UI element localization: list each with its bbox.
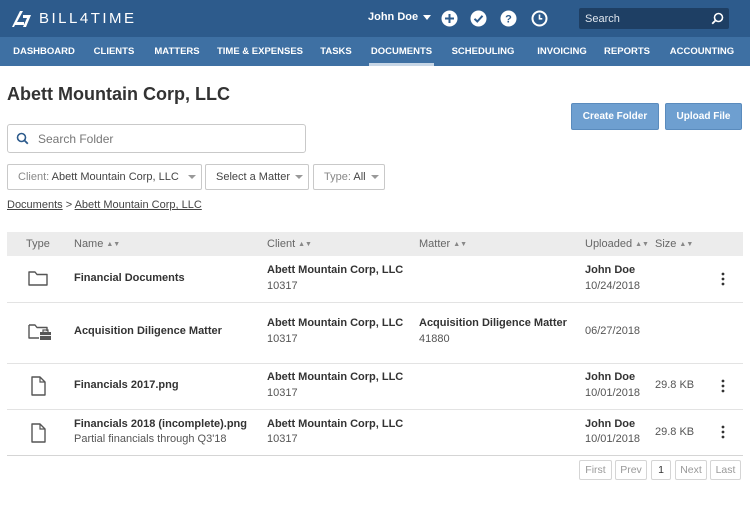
row-uploaded-date: 10/01/2018 (585, 433, 641, 445)
clock-icon[interactable] (531, 10, 548, 27)
row-uploaded-by: John Doe (585, 371, 636, 383)
row-uploaded-by: John Doe (585, 264, 636, 276)
row-name[interactable]: Acquisition Diligence Matter (74, 325, 222, 337)
pagination-first[interactable]: First (579, 460, 612, 480)
column-matter[interactable]: Matter ▲▼ (419, 232, 467, 257)
type-filter-select[interactable]: Type: All (313, 164, 385, 190)
table-header: Type Name ▲▼ Client ▲▼ Matter ▲▼ Uploaded ▲▼… (7, 232, 743, 256)
row-size: 29.8 KB (655, 426, 695, 438)
sort-icon: ▲▼ (679, 241, 694, 248)
row-client: Abett Mountain Corp, LLC (267, 371, 404, 383)
svg-text:?: ? (505, 14, 512, 26)
create-folder-button[interactable]: Create Folder (571, 103, 659, 130)
more-vertical-icon[interactable] (719, 425, 727, 439)
row-client: Abett Mountain Corp, LLC (267, 264, 404, 276)
row-uploaded-date: 10/24/2018 (585, 280, 641, 292)
type-filter-value: All (353, 171, 366, 183)
column-type: Type (26, 238, 50, 250)
nav-reports[interactable]: REPORTS (604, 46, 650, 57)
nav-documents[interactable]: DOCUMENTS (369, 37, 434, 66)
row-uploaded-date: 10/01/2018 (585, 387, 641, 399)
nav-scheduling[interactable]: SCHEDULING (451, 46, 515, 57)
global-search (579, 8, 729, 29)
logo[interactable]: BILL4TIME (10, 8, 137, 29)
more-vertical-icon[interactable] (719, 379, 727, 393)
matter-filter-value: Select a Matter (216, 171, 290, 183)
chevron-down-icon (295, 175, 303, 179)
chevron-down-icon (423, 14, 432, 20)
client-filter-select[interactable]: Client: Abett Mountain Corp, LLC (7, 164, 202, 190)
matter-filter-select[interactable]: Select a Matter (205, 164, 309, 190)
row-name[interactable]: Financial Documents (74, 272, 185, 284)
row-matter: Acquisition Diligence Matter (419, 317, 567, 329)
bill4time-logo-icon (12, 10, 31, 27)
row-name[interactable]: Financials 2018 (incomplete).png (74, 418, 247, 430)
nav-dashboard[interactable]: DASHBOARD (13, 46, 75, 57)
breadcrumb-documents-link[interactable]: Documents (7, 199, 63, 211)
client-filter-value: Abett Mountain Corp, LLC (51, 171, 179, 183)
table-row[interactable]: Financials 2017.png Abett Mountain Corp,… (7, 364, 743, 410)
nav-accounting[interactable]: ACCOUNTING (669, 46, 735, 57)
table-row[interactable]: Acquisition Diligence Matter Abett Mount… (7, 303, 743, 364)
column-uploaded[interactable]: Uploaded ▲▼ (585, 232, 649, 257)
search-icon (16, 132, 29, 145)
row-matter-id: 41880 (419, 333, 450, 345)
row-client: Abett Mountain Corp, LLC (267, 418, 404, 430)
briefcase-folder-icon (28, 324, 51, 340)
pagination-page[interactable]: 1 (651, 460, 671, 480)
nav-clients[interactable]: CLIENTS (93, 46, 135, 57)
chevron-down-icon (188, 175, 196, 179)
table-row[interactable]: Financials 2018 (incomplete).png Partial… (7, 410, 743, 456)
row-name[interactable]: Financials 2017.png (74, 379, 179, 391)
folder-search-input[interactable] (38, 125, 288, 152)
column-size[interactable]: Size ▲▼ (655, 232, 693, 257)
upload-file-button[interactable]: Upload File (665, 103, 742, 130)
nav-time-expenses[interactable]: TIME & EXPENSES (216, 46, 304, 57)
row-size: 29.8 KB (655, 379, 695, 391)
breadcrumb-current-link[interactable]: Abett Mountain Corp, LLC (74, 199, 202, 211)
user-name: John Doe (368, 11, 419, 23)
column-name[interactable]: Name ▲▼ (74, 232, 120, 257)
user-menu[interactable]: John Doe (368, 11, 432, 23)
column-client[interactable]: Client ▲▼ (267, 232, 312, 257)
type-filter-label: Type: (324, 171, 351, 183)
search-icon[interactable] (711, 12, 724, 25)
main-nav: DASHBOARD CLIENTS MATTERS TIME & EXPENSE… (0, 37, 750, 66)
file-icon (31, 376, 46, 396)
plus-circle-icon[interactable] (441, 10, 458, 27)
breadcrumb: Documents > Abett Mountain Corp, LLC (7, 199, 202, 211)
row-description: Partial financials through Q3'18 (74, 433, 227, 445)
folder-icon (28, 271, 48, 286)
row-uploaded-by: John Doe (585, 418, 636, 430)
row-client: Abett Mountain Corp, LLC (267, 317, 404, 329)
row-client-id: 10317 (267, 280, 298, 292)
global-search-input[interactable] (585, 8, 705, 29)
pagination-prev[interactable]: Prev (615, 460, 647, 480)
file-icon (31, 423, 46, 443)
sort-icon: ▲▼ (635, 241, 649, 248)
row-uploaded-date: 06/27/2018 (585, 325, 641, 337)
page-title: Abett Mountain Corp, LLC (7, 84, 230, 104)
nav-matters[interactable]: MATTERS (154, 46, 200, 57)
sort-icon: ▲▼ (298, 241, 312, 248)
row-client-id: 10317 (267, 433, 298, 445)
help-circle-icon[interactable]: ? (500, 10, 517, 27)
sort-icon: ▲▼ (453, 241, 468, 248)
folder-search (7, 124, 306, 153)
breadcrumb-separator: > (65, 199, 73, 211)
nav-invoicing[interactable]: INVOICING (537, 46, 587, 57)
client-filter-label: Client: (18, 171, 50, 183)
row-client-id: 10317 (267, 333, 298, 345)
nav-tasks[interactable]: TASKS (320, 46, 352, 57)
top-bar: BILL4TIME John Doe ? (0, 0, 750, 37)
pagination-next[interactable]: Next (675, 460, 707, 480)
pagination-last[interactable]: Last (710, 460, 741, 480)
more-vertical-icon[interactable] (719, 272, 727, 286)
chevron-down-icon (371, 175, 379, 179)
sort-icon: ▲▼ (106, 241, 121, 248)
table-row[interactable]: Financial Documents Abett Mountain Corp,… (7, 256, 743, 303)
row-client-id: 10317 (267, 387, 298, 399)
check-circle-icon[interactable] (470, 10, 487, 27)
brand-name: BILL4TIME (39, 10, 137, 27)
